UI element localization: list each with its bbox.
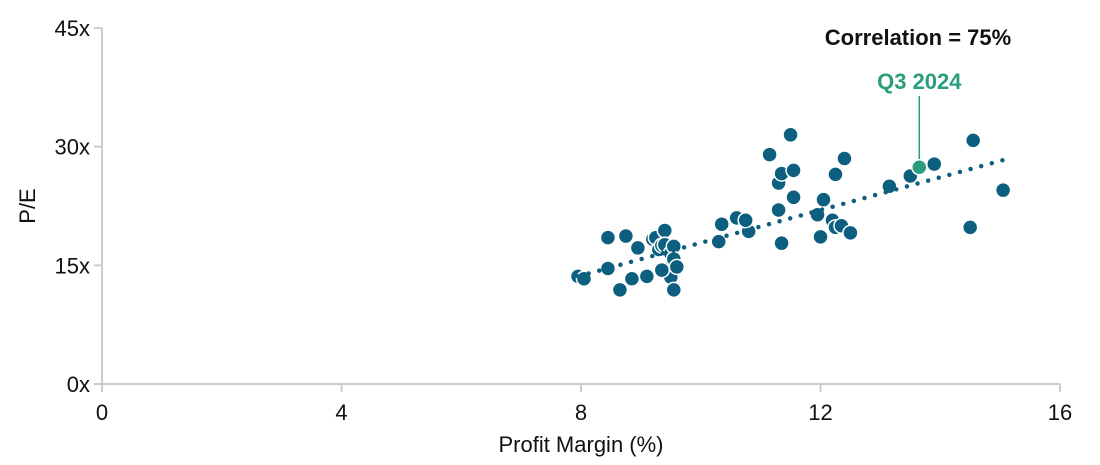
data-point <box>964 132 982 149</box>
data-point <box>623 270 641 288</box>
data-point <box>827 166 844 183</box>
x-tick-label: 4 <box>335 400 347 425</box>
data-point <box>617 227 635 245</box>
y-tick-label: 45x <box>55 16 90 41</box>
data-point <box>773 234 790 252</box>
y-tick-label: 30x <box>55 135 90 160</box>
data-point <box>770 201 787 219</box>
data-point <box>629 239 647 257</box>
data-point <box>710 233 727 250</box>
x-tick-label: 12 <box>808 400 832 425</box>
data-point <box>737 211 754 229</box>
data-point <box>761 146 778 163</box>
data-point <box>653 261 671 279</box>
y-tick-label: 0x <box>67 372 90 397</box>
y-tick-label: 15x <box>55 253 90 278</box>
data-point <box>961 219 979 236</box>
x-axis-ticks: 0 4 8 12 16 <box>96 384 1072 425</box>
data-point <box>842 224 859 242</box>
data-point <box>668 258 686 276</box>
trendline-path <box>575 157 1006 279</box>
data-point <box>815 191 832 208</box>
x-tick-label: 0 <box>96 400 108 425</box>
highlight-label: Q3 2024 <box>877 69 962 94</box>
data-point <box>994 181 1012 199</box>
correlation-annotation: Correlation = 75% <box>825 25 1011 50</box>
y-axis-title: P/E <box>15 188 40 223</box>
x-tick-label: 8 <box>575 400 587 425</box>
y-axis-ticks: 0x 15x 30x 45x <box>55 16 102 397</box>
highlight-group: Q3 2024 <box>877 69 962 176</box>
data-point <box>926 155 943 173</box>
data-point <box>785 162 802 179</box>
data-point <box>599 229 617 246</box>
data-point <box>785 189 802 206</box>
x-tick-label: 16 <box>1048 400 1072 425</box>
data-point <box>713 215 730 233</box>
data-point <box>638 268 656 285</box>
data-point <box>812 228 829 246</box>
data-points <box>569 126 1012 299</box>
data-point <box>782 126 799 144</box>
data-point <box>611 281 629 299</box>
data-point <box>836 150 853 167</box>
data-point <box>656 222 674 239</box>
data-point <box>665 281 683 299</box>
highlight-point <box>911 158 928 176</box>
trendline <box>575 157 1006 279</box>
data-point <box>881 177 898 195</box>
x-axis-title: Profit Margin (%) <box>498 432 663 457</box>
